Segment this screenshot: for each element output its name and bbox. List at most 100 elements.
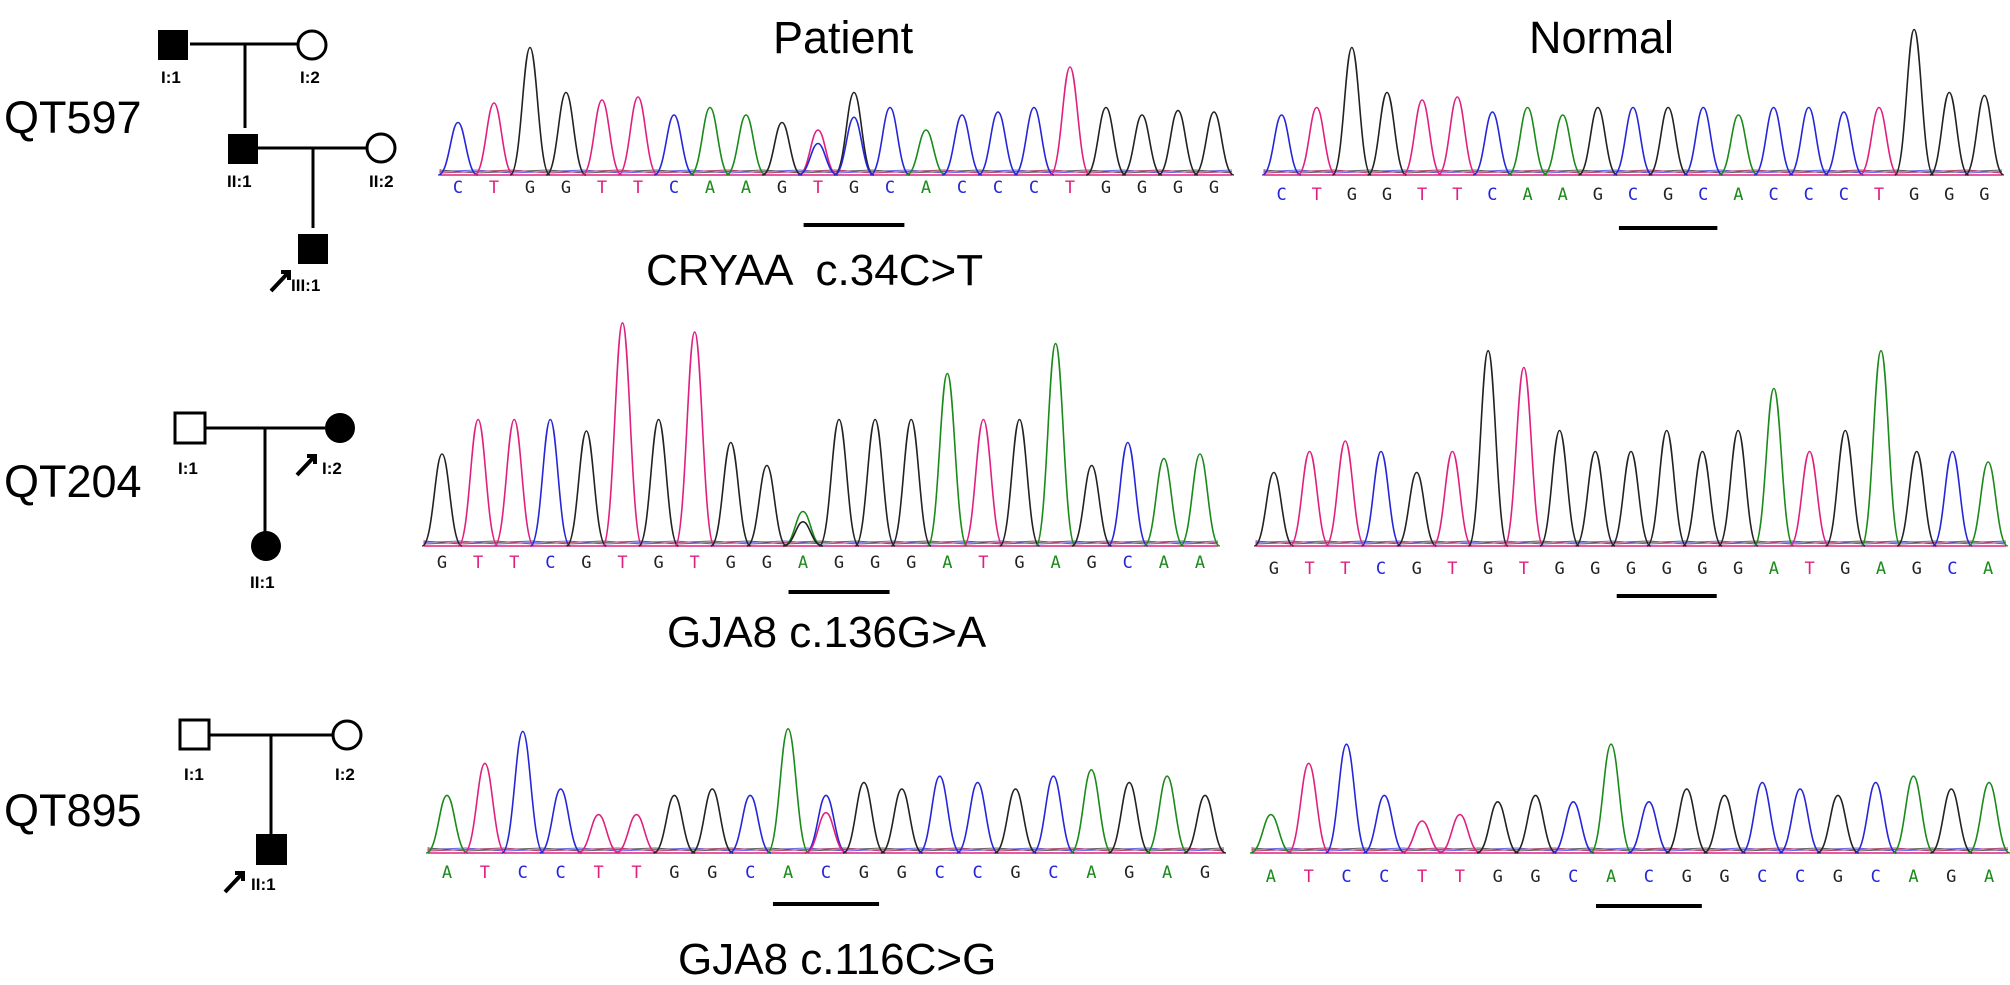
base-call: T xyxy=(1304,559,1314,579)
family-label: QT895 xyxy=(4,785,142,836)
base-call: G xyxy=(1944,185,1954,205)
trace-peak xyxy=(1366,91,1408,176)
trace-peak xyxy=(421,453,463,547)
trace-peak xyxy=(1179,453,1221,547)
base-call: G xyxy=(1590,559,1600,579)
trace-peak xyxy=(1574,450,1616,547)
trace-peak xyxy=(1049,66,1091,176)
trace-peak xyxy=(1438,813,1481,854)
base-call: G xyxy=(1733,559,1743,579)
base-call: G xyxy=(1493,867,1503,887)
base-call: A xyxy=(942,553,952,573)
base-call: C xyxy=(957,178,967,198)
base-call: T xyxy=(1519,559,1529,579)
trace-peak xyxy=(1578,106,1618,176)
base-call: C xyxy=(1871,867,1881,887)
base-call: C xyxy=(453,178,463,198)
base-call: G xyxy=(849,178,859,198)
pedigree-female-affected xyxy=(325,413,355,443)
pedigree-label: I:1 xyxy=(161,68,181,87)
base-call: G xyxy=(1483,559,1493,579)
trace-peak xyxy=(1070,768,1113,854)
trace-peak xyxy=(1363,794,1406,854)
base-call: G xyxy=(1010,863,1020,883)
family-label: QT204 xyxy=(4,456,142,507)
trace-peak xyxy=(1741,781,1784,854)
base-call: C xyxy=(745,863,755,883)
base-call: T xyxy=(690,553,700,573)
trace-peak xyxy=(1289,450,1330,547)
trace-peak xyxy=(998,418,1041,547)
trace-peak xyxy=(1930,788,1973,854)
trace-peak xyxy=(617,96,659,176)
base-call: C xyxy=(1804,185,1814,205)
mutation-caption: GJA8 c.136G>A xyxy=(667,608,987,657)
base-call: C xyxy=(1839,185,1849,205)
trace-peak xyxy=(1896,450,1938,547)
pedigree-female-affected xyxy=(251,531,281,561)
base-call: C xyxy=(885,178,895,198)
trace-peak xyxy=(1437,96,1478,176)
trace-peak xyxy=(905,129,947,176)
trace-peak xyxy=(1193,111,1235,176)
base-call: A xyxy=(1606,867,1616,887)
base-call: C xyxy=(1048,863,1058,883)
base-call: T xyxy=(978,553,988,573)
base-call: A xyxy=(1162,863,1172,883)
trace-peak xyxy=(1860,349,1902,547)
trace-peak xyxy=(1627,800,1671,854)
trace-peak xyxy=(1816,794,1860,854)
trace-peak xyxy=(818,418,860,547)
trace-peak xyxy=(1589,743,1633,854)
pedigree-label: II:2 xyxy=(369,172,394,191)
trace-peak xyxy=(437,121,479,176)
pedigree-male-affected xyxy=(158,30,188,60)
base-call: G xyxy=(707,863,717,883)
trace-peak xyxy=(1967,781,2010,854)
pedigree-label: III:1 xyxy=(291,276,320,295)
trace-peak xyxy=(653,114,695,176)
base-call: T xyxy=(1447,559,1457,579)
trace-peak xyxy=(463,762,507,854)
pedigree-label: I:2 xyxy=(322,459,342,478)
base-call: T xyxy=(631,863,641,883)
trace-peak xyxy=(710,441,752,547)
pedigree-male-unaffected xyxy=(178,718,211,751)
trace-peak xyxy=(1503,366,1545,547)
pedigree-female-unaffected xyxy=(296,29,328,61)
base-call: A xyxy=(1733,185,1743,205)
base-call: C xyxy=(1757,867,1767,887)
trace-peak xyxy=(1854,781,1897,854)
base-call: G xyxy=(1101,178,1111,198)
trace-peak xyxy=(1107,441,1149,547)
base-call: G xyxy=(653,553,663,573)
base-call: C xyxy=(821,863,831,883)
pedigree-label: II:1 xyxy=(227,172,252,191)
base-call: T xyxy=(1312,185,1322,205)
base-call: A xyxy=(1522,185,1532,205)
pedigree-label: I:2 xyxy=(300,68,320,87)
base-call: T xyxy=(1417,867,1427,887)
trace-peak xyxy=(1107,781,1151,854)
base-call: T xyxy=(813,178,823,198)
pedigree-label: I:2 xyxy=(335,765,355,784)
base-call: C xyxy=(1698,185,1708,205)
trace-peak xyxy=(782,510,824,547)
base-call: G xyxy=(1912,559,1922,579)
base-call: T xyxy=(597,178,607,198)
pedigree-qt204 xyxy=(205,426,325,532)
trace-peak xyxy=(601,322,644,547)
trace-peak xyxy=(962,418,1005,547)
base-call: T xyxy=(1304,867,1314,887)
trace-peak xyxy=(766,728,810,854)
base-call: C xyxy=(669,178,679,198)
trace-peak xyxy=(1013,106,1055,176)
trace-peak xyxy=(728,794,772,854)
base-call: G xyxy=(1833,867,1843,887)
proband-arrow-icon xyxy=(295,454,317,477)
base-call: G xyxy=(561,178,571,198)
base-call: C xyxy=(1123,553,1133,573)
base-call: A xyxy=(1195,553,1205,573)
trace-peak xyxy=(1401,820,1444,854)
